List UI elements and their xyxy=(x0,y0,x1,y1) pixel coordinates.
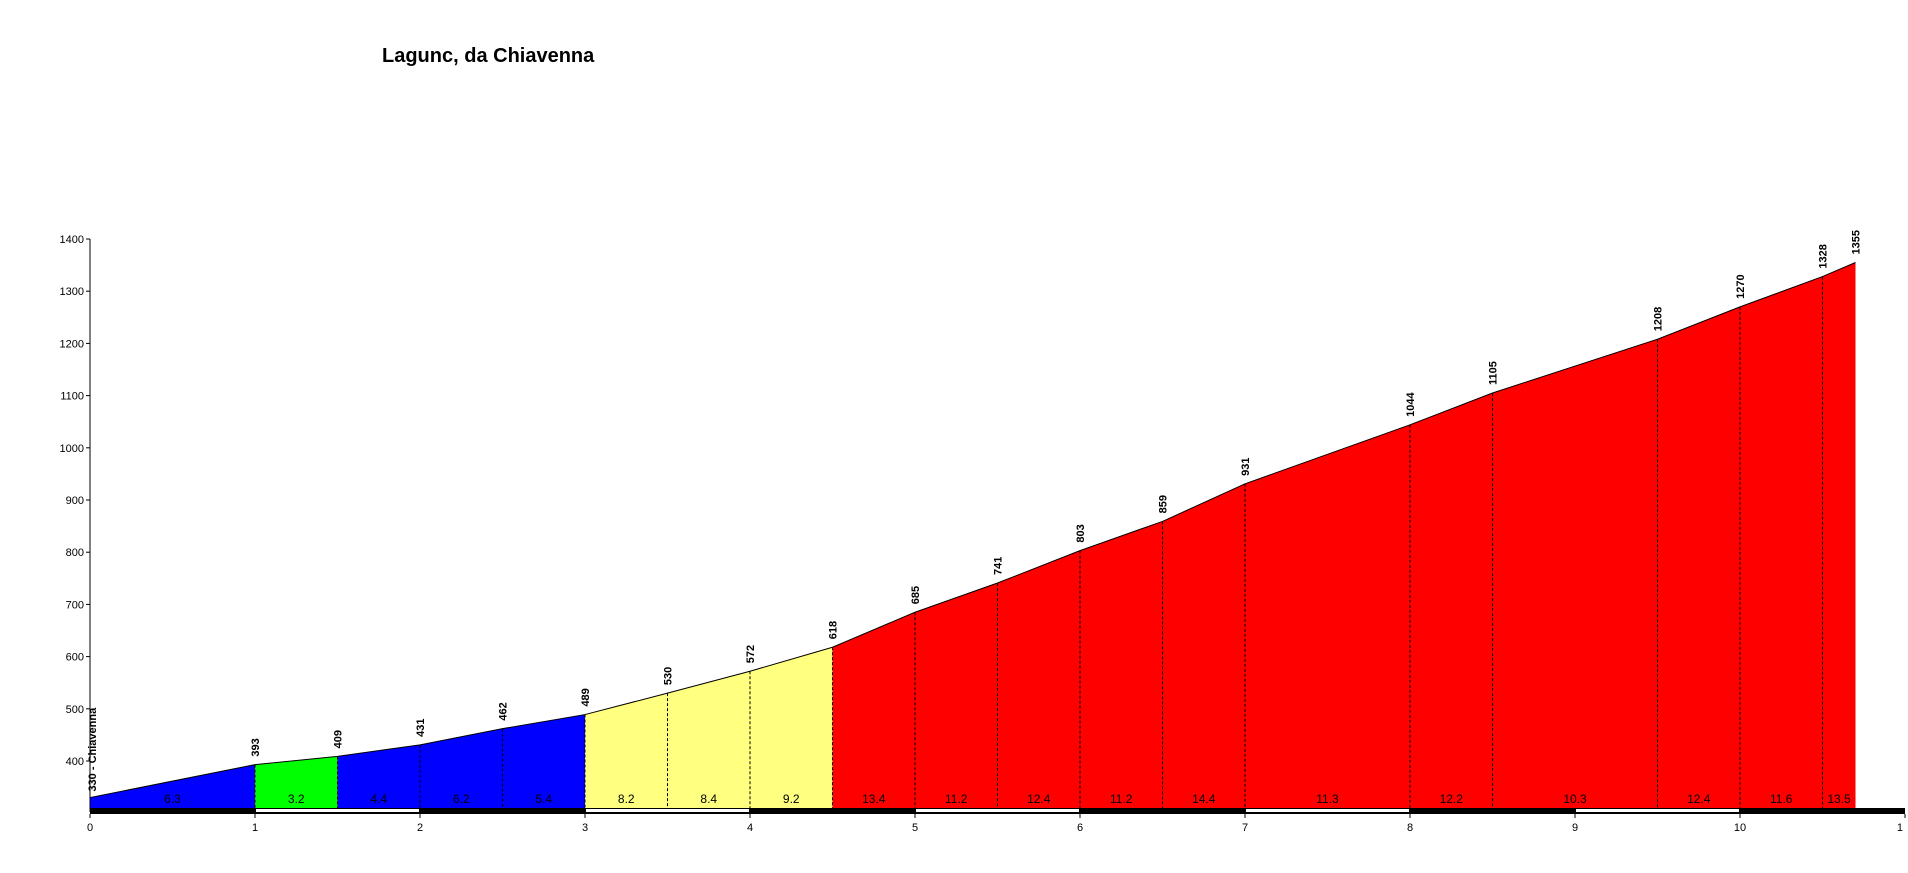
gradient-label: 4.4 xyxy=(370,792,387,806)
gradient-label: 6.3 xyxy=(164,792,181,806)
x-tick-label: 10 xyxy=(1734,822,1746,834)
y-tick-label: 1400 xyxy=(60,234,84,246)
segment-area xyxy=(750,647,833,808)
segment-area xyxy=(1162,483,1245,808)
elevation-label: 393 xyxy=(250,738,262,756)
elevation-label: 1105 xyxy=(1488,361,1500,385)
profile-line xyxy=(89,262,1856,799)
elevation-labels: 330 - Chiavenna 393 409 431 462 489 530 572 618 6… xyxy=(87,230,1863,792)
strip-cell xyxy=(1246,809,1409,812)
x-tick-label: 0 xyxy=(87,822,93,834)
gradient-label: 12.4 xyxy=(1027,792,1051,806)
elevation-label: 1208 xyxy=(1653,307,1665,331)
segment-area xyxy=(502,714,585,808)
km-dividers xyxy=(254,276,1823,808)
gradient-label: 8.4 xyxy=(700,792,717,806)
elevation-label: 431 xyxy=(415,718,427,736)
segment-area xyxy=(1245,424,1410,808)
elevation-label: 618 xyxy=(828,621,840,639)
profile-areas xyxy=(90,262,1856,808)
y-tick-label: 400 xyxy=(66,756,84,768)
elevation-label: 931 xyxy=(1240,457,1252,475)
elevation-label: 741 xyxy=(993,557,1005,575)
start-label: 330 - Chiavenna xyxy=(87,707,99,792)
profile-outline xyxy=(89,262,1856,799)
segment-area xyxy=(1822,262,1856,808)
segment-area xyxy=(832,612,915,808)
gradient-label: 11.2 xyxy=(1110,792,1133,806)
distance-strip xyxy=(90,808,1905,814)
gradient-label: 11.6 xyxy=(1770,792,1793,806)
gradient-label: 9.2 xyxy=(783,792,800,806)
y-tick-label: 1000 xyxy=(60,443,84,455)
segment-area xyxy=(997,550,1080,808)
elevation-label: 859 xyxy=(1158,495,1170,513)
elevation-label: 1270 xyxy=(1735,274,1747,298)
segment-area xyxy=(90,764,255,808)
strip-cell xyxy=(1576,809,1739,812)
gradient-label: 13.5 xyxy=(1827,792,1851,806)
gradient-label: 8.2 xyxy=(618,792,635,806)
elevation-label: 462 xyxy=(498,702,510,720)
elevation-label: 1355 xyxy=(1851,230,1863,254)
y-tick-label: 1300 xyxy=(60,286,84,298)
gradient-label: 5.4 xyxy=(535,792,552,806)
segment-area xyxy=(1740,276,1823,808)
x-tick-label: 6 xyxy=(1077,822,1083,834)
y-tick-label: 1200 xyxy=(60,338,84,350)
segment-area xyxy=(255,756,338,808)
gradient-label: 13.4 xyxy=(862,792,886,806)
elevation-label: 530 xyxy=(663,667,675,685)
gradient-label: 10.3 xyxy=(1563,792,1587,806)
elevation-label: 685 xyxy=(910,586,922,604)
segment-area xyxy=(1410,392,1493,808)
chart-title: Lagunc, da Chiavenna xyxy=(382,45,595,67)
x-tick-label: 1 xyxy=(1897,822,1903,834)
gradient-label: 12.2 xyxy=(1440,792,1464,806)
x-tick-label: 4 xyxy=(747,822,753,834)
y-tick-label: 800 xyxy=(66,547,84,559)
elevation-label: 409 xyxy=(333,730,345,748)
segment-area xyxy=(1492,339,1658,808)
y-axis: 400 500 600 700 800 900 1000 1100 1200 1300 1400 xyxy=(60,234,91,812)
elevation-label: 803 xyxy=(1075,524,1087,542)
x-tick-label: 5 xyxy=(912,822,918,834)
segment-area xyxy=(337,744,420,808)
segment-area xyxy=(1080,521,1163,808)
x-tick-label: 8 xyxy=(1407,822,1413,834)
strip-cell xyxy=(586,809,749,812)
y-tick-label: 600 xyxy=(66,652,84,664)
gradient-label: 11.2 xyxy=(945,792,968,806)
gradient-labels: 6.3 3.2 4.4 6.2 5.4 8.2 8.4 9.2 13.4 11.2 12.4 11.2… xyxy=(164,792,1851,806)
gradient-label: 6.2 xyxy=(453,792,470,806)
gradient-label: 14.4 xyxy=(1192,792,1216,806)
x-tick-label: 7 xyxy=(1242,822,1248,834)
x-axis: 0 1 2 3 4 5 6 7 8 9 10 1 xyxy=(87,814,1906,834)
y-tick-label: 1100 xyxy=(60,391,84,403)
segment-area xyxy=(420,728,503,808)
gradient-label: 12.4 xyxy=(1687,792,1711,806)
segment-area xyxy=(667,671,750,808)
segment-area xyxy=(915,583,998,808)
x-tick-label: 2 xyxy=(417,822,423,834)
elevation-label: 1328 xyxy=(1818,244,1830,268)
segment-area xyxy=(1657,306,1740,808)
elevation-label: 489 xyxy=(580,688,592,706)
y-tick-label: 700 xyxy=(66,599,84,611)
y-tick-label: 900 xyxy=(66,495,84,507)
strip-cell xyxy=(256,809,419,812)
x-tick-label: 9 xyxy=(1572,822,1578,834)
x-tick-label: 1 xyxy=(252,822,258,834)
strip-cell xyxy=(916,809,1079,812)
elevation-label: 572 xyxy=(745,645,757,663)
gradient-label: 11.3 xyxy=(1316,792,1339,806)
segment-area xyxy=(585,693,668,808)
x-tick-label: 3 xyxy=(582,822,588,834)
elevation-label: 1044 xyxy=(1405,391,1417,416)
gradient-label: 3.2 xyxy=(288,792,305,806)
y-tick-label: 500 xyxy=(66,704,84,716)
